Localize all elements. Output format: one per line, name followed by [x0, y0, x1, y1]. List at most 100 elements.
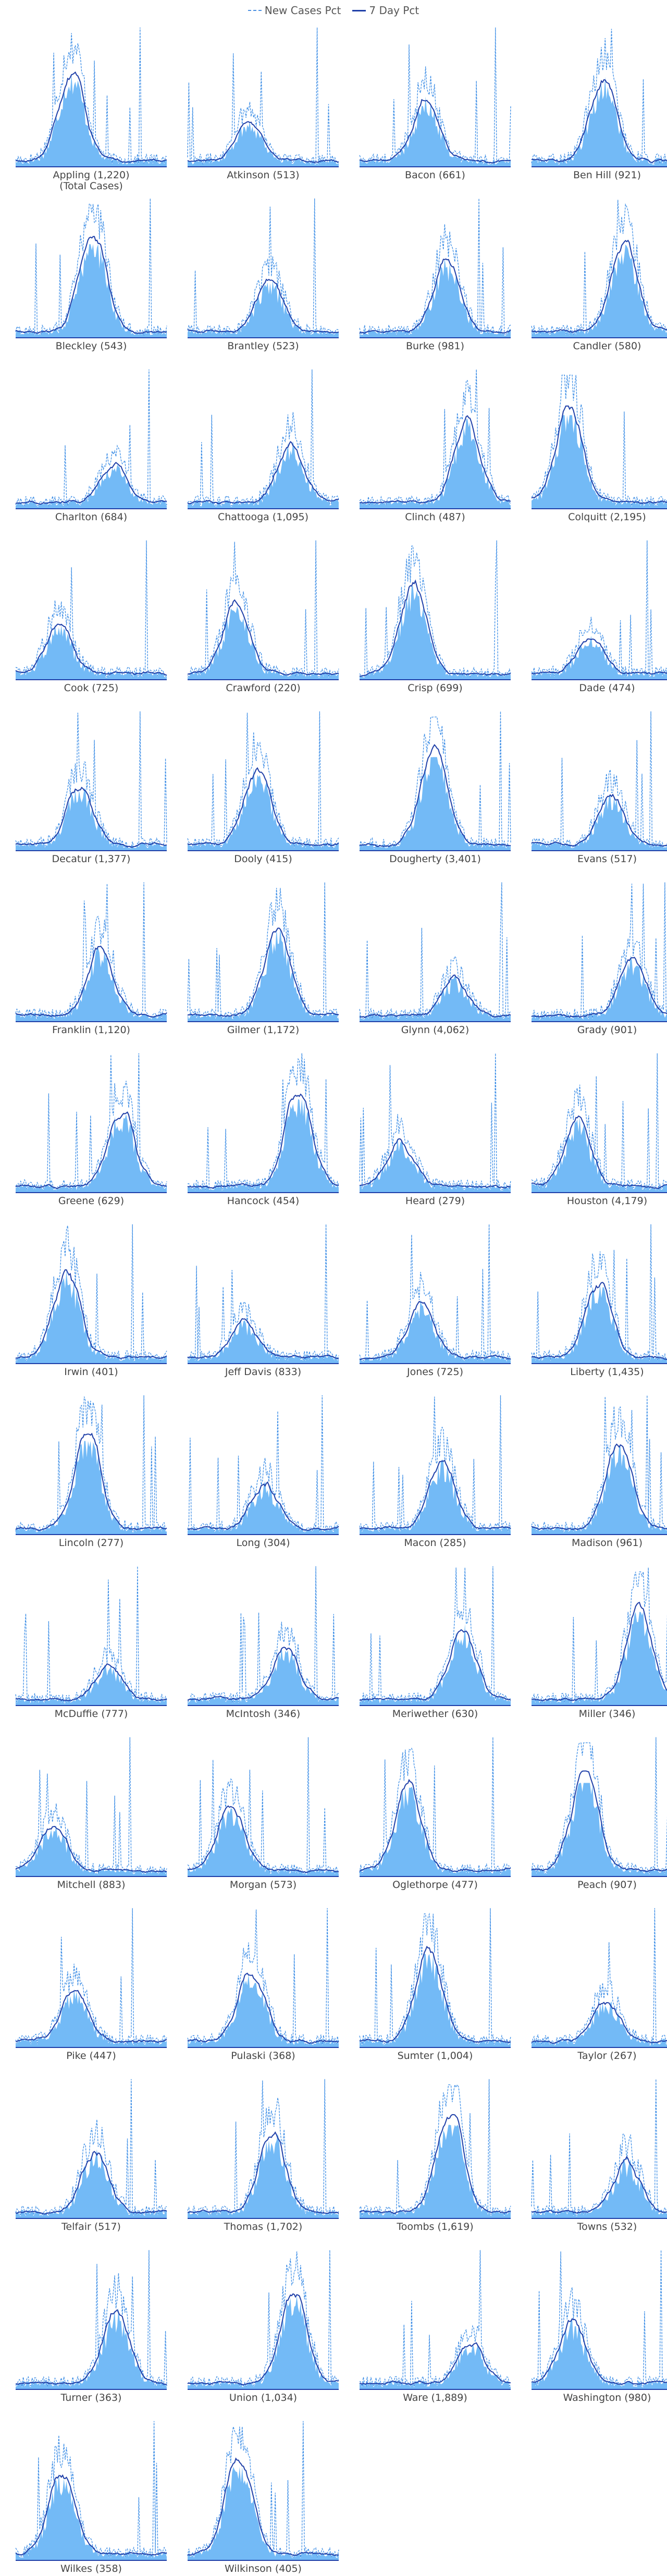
county-mini-chart: [359, 2079, 511, 2219]
series-7-day-line: [15, 946, 167, 1017]
county-mini-chart: [531, 29, 667, 167]
series-new-cases-line: [187, 1224, 339, 1361]
county-label: Grady (901): [532, 1025, 667, 1036]
series-7-day-line: [15, 462, 167, 505]
county-mini-chart: [531, 540, 667, 680]
county-label: Wilkes (358): [16, 2563, 167, 2574]
county-name-total: Liberty (1,435): [570, 1366, 644, 1378]
series-new-cases-line: [359, 27, 511, 165]
series-7-day-line: [15, 1269, 167, 1359]
county-name-total: Thomas (1,702): [224, 2221, 303, 2232]
series-area-fill: [532, 955, 667, 1022]
county-panel: Wilkes (358): [15, 2420, 167, 2576]
series-new-cases-line: [187, 369, 339, 507]
series-7-day-line: [531, 956, 667, 1018]
series-7-day-line: [531, 2318, 667, 2385]
county-name-total: Jeff Davis (833): [225, 1366, 302, 1378]
county-name-total: Bacon (661): [405, 169, 465, 181]
series-area-fill: [188, 441, 339, 509]
series-area-fill: [532, 794, 667, 851]
county-label: Telfair (517): [16, 2222, 167, 2232]
series-7-day-line: [15, 1432, 167, 1531]
county-label: Pike (447): [16, 2051, 167, 2062]
series-area-fill: [16, 73, 167, 167]
county-mini-chart: [187, 2079, 339, 2219]
county-mini-chart: [15, 882, 167, 1022]
county-name-total: Dooly (415): [234, 853, 292, 865]
series-area-fill: [532, 1285, 667, 1364]
county-panel: Turner (363): [15, 2249, 167, 2405]
county-label: Turner (363): [16, 2393, 167, 2403]
series-area-fill: [16, 1989, 167, 2047]
series-7-day-line: [187, 1481, 339, 1531]
county-label: Oglethorpe (477): [360, 1880, 511, 1891]
series-area-fill: [532, 1444, 667, 1535]
county-name-total: Telfair (517): [61, 2221, 121, 2232]
county-panel: Liberty (1,435): [531, 1223, 667, 1379]
county-name-total: Brantley (523): [227, 340, 299, 352]
county-label: Gilmer (1,172): [188, 1025, 339, 1036]
series-7-day-line: [531, 1601, 667, 1701]
series-7-day-line: [359, 1778, 511, 1872]
series-area-fill: [360, 258, 511, 338]
series-7-day-line: [531, 79, 667, 163]
county-label: Atkinson (513): [188, 170, 339, 181]
county-mini-chart: [359, 2250, 511, 2390]
series-new-cases-line: [15, 369, 167, 507]
series-new-cases-line: [15, 1053, 167, 1191]
series-area-fill: [188, 1481, 339, 1535]
county-label: Burke (981): [360, 341, 511, 352]
series-area-fill: [16, 1441, 167, 1535]
county-mini-chart: [359, 1566, 511, 1706]
county-label: Bacon (661): [360, 170, 511, 181]
series-area-fill: [360, 1299, 511, 1364]
county-mini-chart: [187, 27, 339, 167]
series-area-fill: [16, 2308, 167, 2389]
county-mini-chart: [15, 369, 167, 509]
county-mini-chart: [187, 369, 339, 509]
county-label: Irwin (401): [16, 1367, 167, 1378]
series-new-cases-line: [531, 1567, 667, 1704]
series-7-day-line: [359, 2114, 511, 2214]
series-7-day-line: [187, 121, 339, 164]
county-label: Dooly (415): [188, 854, 339, 865]
series-area-fill: [188, 1099, 339, 1193]
series-area-fill: [16, 1825, 167, 1876]
series-new-cases-line: [531, 1395, 667, 1532]
series-new-cases-line: [187, 1395, 339, 1532]
county-label: Meriwether (630): [360, 1709, 511, 1720]
county-label: Liberty (1,435): [532, 1367, 667, 1378]
county-panel: Dooly (415): [187, 710, 339, 866]
county-panel: Taylor (267): [531, 1907, 667, 2063]
series-7-day-line: [531, 2002, 667, 2044]
county-mini-chart: [531, 711, 667, 851]
county-panel: Grady (901): [531, 881, 667, 1037]
county-panel: Meriwether (630): [359, 1565, 511, 1721]
series-7-day-line: [359, 2342, 511, 2385]
series-area-fill: [532, 77, 667, 167]
county-label: Miller (346): [532, 1709, 667, 1720]
county-mini-chart: [359, 1737, 511, 1877]
county-mini-chart: [531, 200, 667, 338]
county-name-total: Towns (532): [577, 2221, 637, 2232]
county-name-total: Franklin (1,120): [52, 1024, 130, 1036]
county-name-total: Chattooga (1,095): [217, 511, 309, 523]
series-area-fill: [188, 121, 339, 167]
county-name-total: Decatur (1,377): [52, 853, 131, 865]
series-new-cases-line: [359, 1224, 511, 1362]
series-area-fill: [532, 2159, 667, 2218]
county-panel: McDuffie (777): [15, 1565, 167, 1721]
county-panel: Bleckley (543): [15, 197, 167, 353]
county-label: Union (1,034): [188, 2393, 339, 2403]
legend-label-7-day: 7 Day Pct: [369, 4, 419, 17]
county-mini-chart: [531, 2250, 667, 2390]
county-panel: Clinch (487): [359, 368, 511, 524]
county-panel: Telfair (517): [15, 2078, 167, 2234]
county-panel: Gilmer (1,172): [187, 881, 339, 1037]
county-name-total: Ben Hill (921): [573, 169, 641, 181]
series-7-day-line: [531, 2155, 667, 2214]
county-label: McDuffie (777): [16, 1709, 167, 1720]
series-new-cases-line: [531, 882, 667, 1020]
series-7-day-line: [15, 71, 167, 163]
